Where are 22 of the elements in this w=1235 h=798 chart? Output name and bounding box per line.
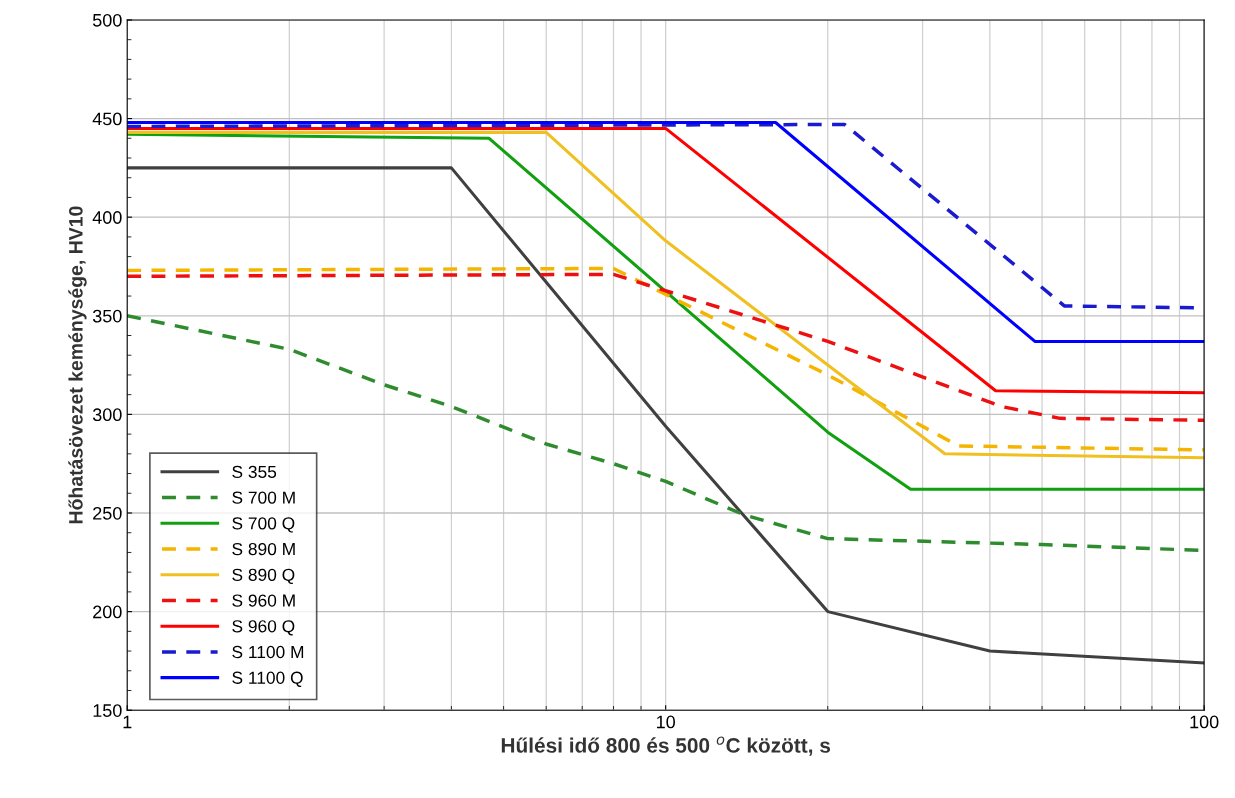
legend-label: S 700 Q [232,517,295,533]
y-tick-label: 350 [92,309,122,323]
y-tick-label: 200 [93,605,122,619]
x-tick-label: 100 [1190,715,1219,729]
legend-label: S 890 Q [232,568,295,585]
legend-label: S 960 Q [232,620,295,636]
y-tick-label: 250 [93,506,122,520]
y-tick-label: 500 [92,13,122,27]
legend-label: S 355 [232,465,277,479]
x-tick-label: 10 [657,715,675,729]
legend-label: S 1100 M [232,645,304,659]
y-tick-label: 400 [92,211,122,224]
x-axis-title: Hűlési idő 800 és 500 $^{o}$C között, s [501,736,831,756]
y-tick-label: 300 [92,408,122,422]
legend-label: S 890 M [232,542,295,556]
legend-label: S 700 M [232,491,295,504]
y-tick-label: 450 [92,112,122,126]
legend-label: S 1100 Q [232,671,303,687]
x-tick-label: 1 [123,715,132,729]
y-tick-label: 150 [93,704,122,717]
y-axis-title: Hőhatásövezet keménysége, HV10 [68,206,87,524]
legend-label: S 960 M [232,594,295,607]
